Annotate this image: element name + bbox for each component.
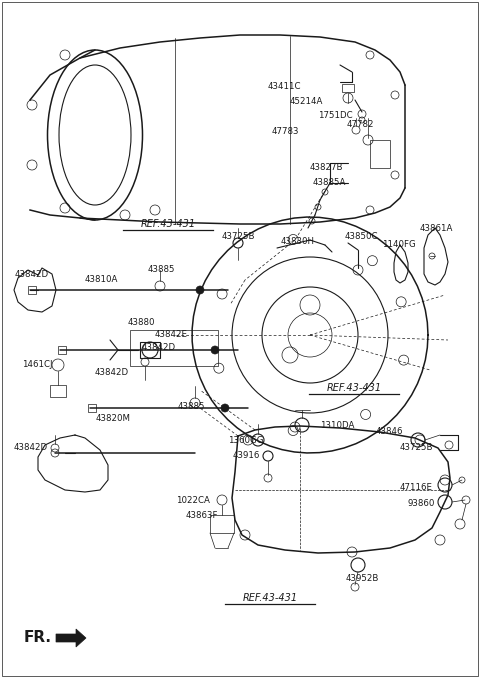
- Bar: [342, 84, 354, 92]
- Polygon shape: [56, 629, 86, 647]
- Text: 93860: 93860: [408, 499, 435, 508]
- Text: 43842D: 43842D: [14, 443, 48, 452]
- Text: REF.43-431: REF.43-431: [141, 219, 195, 229]
- Bar: [210, 515, 234, 533]
- Circle shape: [221, 404, 229, 412]
- Text: REF.43-431: REF.43-431: [242, 593, 298, 603]
- Text: 43885A: 43885A: [313, 178, 347, 187]
- Text: 43725B: 43725B: [400, 443, 433, 452]
- Text: 43885: 43885: [148, 265, 176, 274]
- Text: 43885: 43885: [178, 402, 205, 411]
- Text: 43830H: 43830H: [281, 237, 315, 246]
- Text: REF.43-431: REF.43-431: [326, 383, 382, 393]
- Text: 43725B: 43725B: [222, 232, 255, 241]
- Text: 45214A: 45214A: [290, 97, 324, 106]
- Text: 47783: 47783: [272, 127, 300, 136]
- Text: 43842D: 43842D: [142, 343, 176, 352]
- Text: 1461CJ: 1461CJ: [22, 360, 52, 369]
- Text: 1022CA: 1022CA: [176, 496, 210, 505]
- Text: 1751DC: 1751DC: [318, 111, 353, 120]
- Text: 47116E: 47116E: [400, 483, 433, 492]
- Bar: [140, 342, 160, 358]
- Bar: [130, 330, 218, 366]
- Text: 1140FG: 1140FG: [382, 240, 416, 249]
- Text: 43863F: 43863F: [186, 511, 218, 520]
- Text: 43846: 43846: [376, 427, 404, 436]
- Text: 1310DA: 1310DA: [320, 421, 354, 430]
- Circle shape: [211, 346, 219, 354]
- Text: 43820M: 43820M: [96, 414, 131, 423]
- Bar: [370, 140, 390, 168]
- Bar: [88, 404, 96, 412]
- Text: 43952B: 43952B: [346, 574, 379, 583]
- Text: 43810A: 43810A: [85, 275, 119, 284]
- Text: 43861A: 43861A: [420, 224, 454, 233]
- Text: 43880: 43880: [128, 318, 156, 327]
- Text: 43842E: 43842E: [155, 330, 188, 339]
- Text: 43411C: 43411C: [268, 82, 301, 91]
- Text: 43916: 43916: [233, 451, 260, 460]
- Text: 43842D: 43842D: [15, 270, 49, 279]
- Text: 43842D: 43842D: [95, 368, 129, 377]
- Text: FR.: FR.: [24, 631, 52, 645]
- Text: 1360GG: 1360GG: [228, 436, 264, 445]
- Text: 43850C: 43850C: [345, 232, 379, 241]
- Bar: [58, 346, 66, 354]
- Text: 43827B: 43827B: [310, 163, 344, 172]
- Text: 47782: 47782: [347, 120, 374, 129]
- Bar: [28, 286, 36, 294]
- Bar: [50, 385, 66, 397]
- Circle shape: [196, 286, 204, 294]
